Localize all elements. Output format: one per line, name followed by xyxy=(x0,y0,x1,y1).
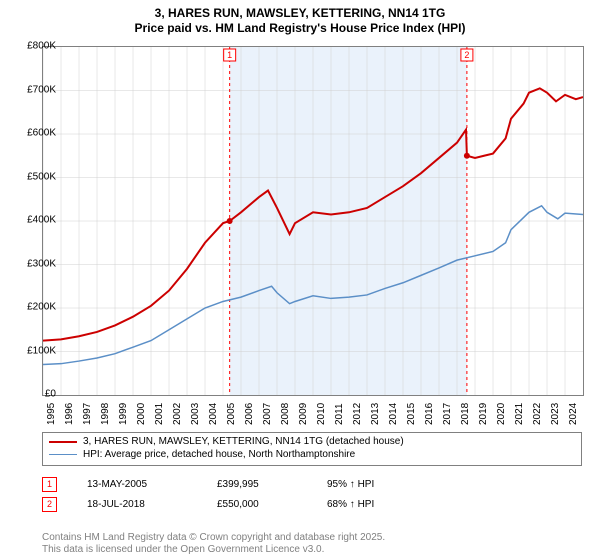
chart-title-line2: Price paid vs. HM Land Registry's House … xyxy=(0,21,600,36)
legend-row-priceline: 3, HARES RUN, MAWSLEY, KETTERING, NN14 1… xyxy=(43,435,581,448)
sale-pct-1: 95% ↑ HPI xyxy=(327,479,374,490)
legend-row-hpi: HPI: Average price, detached house, Nort… xyxy=(43,448,581,461)
svg-text:1: 1 xyxy=(227,50,232,60)
sale-row-2: 2 18-JUL-2018 £550,000 68% ↑ HPI xyxy=(42,494,374,514)
chart-title-block: 3, HARES RUN, MAWSLEY, KETTERING, NN14 1… xyxy=(0,0,600,36)
legend-label-hpi: HPI: Average price, detached house, Nort… xyxy=(83,449,355,460)
legend-label-priceline: 3, HARES RUN, MAWSLEY, KETTERING, NN14 1… xyxy=(83,436,404,447)
footer-line2: This data is licensed under the Open Gov… xyxy=(42,544,385,556)
sale-date-1: 13-MAY-2005 xyxy=(87,479,217,490)
legend-box: 3, HARES RUN, MAWSLEY, KETTERING, NN14 1… xyxy=(42,432,582,466)
legend-swatch-hpi xyxy=(49,454,77,455)
legend-swatch-priceline xyxy=(49,441,77,443)
sale-marker-2: 2 xyxy=(42,497,57,512)
sale-price-1: £399,995 xyxy=(217,479,327,490)
footer-attribution: Contains HM Land Registry data © Crown c… xyxy=(42,532,385,556)
chart-plot-area: 12 xyxy=(42,46,584,396)
footer-line1: Contains HM Land Registry data © Crown c… xyxy=(42,532,385,544)
sales-summary: 1 13-MAY-2005 £399,995 95% ↑ HPI 2 18-JU… xyxy=(42,474,374,514)
sale-marker-1: 1 xyxy=(42,477,57,492)
sale-row-1: 1 13-MAY-2005 £399,995 95% ↑ HPI xyxy=(42,474,374,494)
svg-text:2: 2 xyxy=(464,50,469,60)
sale-price-2: £550,000 xyxy=(217,499,327,510)
sale-date-2: 18-JUL-2018 xyxy=(87,499,217,510)
chart-title-line1: 3, HARES RUN, MAWSLEY, KETTERING, NN14 1… xyxy=(0,6,600,21)
chart-svg: 12 xyxy=(43,47,583,395)
sale-pct-2: 68% ↑ HPI xyxy=(327,499,374,510)
